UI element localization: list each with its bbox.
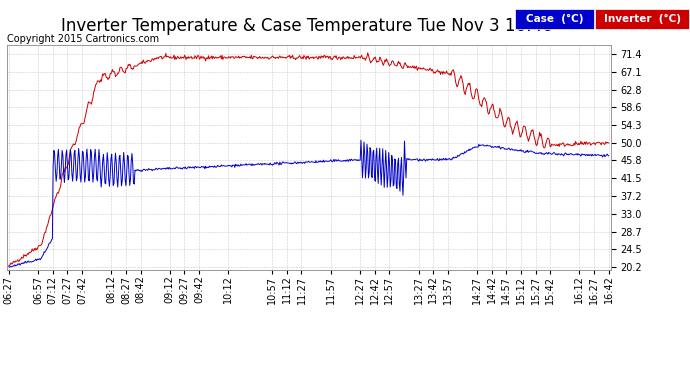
Text: Inverter Temperature & Case Temperature Tue Nov 3 16:46: Inverter Temperature & Case Temperature … [61,17,553,35]
Text: Copyright 2015 Cartronics.com: Copyright 2015 Cartronics.com [7,34,159,44]
Text: Inverter  (°C): Inverter (°C) [604,14,680,24]
Text: Case  (°C): Case (°C) [526,14,583,24]
